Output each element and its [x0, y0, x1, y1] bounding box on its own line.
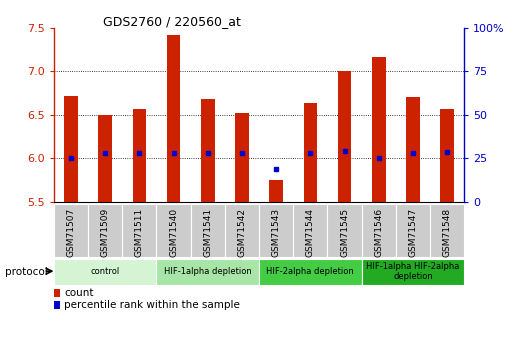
Bar	[406, 97, 420, 202]
Bar	[201, 99, 214, 202]
Bar	[156, 259, 259, 285]
Text: HIF-1alpha depletion: HIF-1alpha depletion	[164, 267, 252, 276]
Text: control: control	[90, 267, 120, 276]
Text: GSM71544: GSM71544	[306, 208, 315, 257]
Bar	[362, 204, 396, 257]
Bar	[98, 115, 112, 202]
Text: GSM71542: GSM71542	[238, 208, 246, 257]
Bar	[430, 204, 464, 257]
Text: GSM71541: GSM71541	[203, 208, 212, 257]
Bar	[54, 259, 156, 285]
Text: GSM71548: GSM71548	[443, 208, 451, 257]
Bar	[396, 204, 430, 257]
Text: count: count	[64, 288, 94, 298]
Text: GSM71540: GSM71540	[169, 208, 178, 257]
Bar	[88, 204, 122, 257]
Bar	[269, 180, 283, 202]
Bar	[304, 102, 317, 202]
Bar	[132, 109, 146, 202]
Text: GSM71507: GSM71507	[67, 208, 75, 257]
Bar	[225, 204, 259, 257]
Bar	[259, 204, 293, 257]
Bar	[191, 204, 225, 257]
Bar	[156, 204, 191, 257]
Text: HIF-1alpha HIF-2alpha
depletion: HIF-1alpha HIF-2alpha depletion	[366, 262, 460, 282]
Bar	[64, 96, 78, 202]
Bar	[54, 204, 88, 257]
Text: protocol: protocol	[5, 267, 48, 276]
Text: GSM71511: GSM71511	[135, 208, 144, 257]
Bar	[338, 71, 351, 202]
Bar	[362, 259, 464, 285]
Text: GSM71545: GSM71545	[340, 208, 349, 257]
Bar	[167, 36, 181, 202]
Text: GSM71547: GSM71547	[408, 208, 418, 257]
Text: percentile rank within the sample: percentile rank within the sample	[64, 300, 240, 310]
Text: HIF-2alpha depletion: HIF-2alpha depletion	[266, 267, 354, 276]
Text: GSM71543: GSM71543	[272, 208, 281, 257]
Text: GSM71546: GSM71546	[374, 208, 383, 257]
Bar	[122, 204, 156, 257]
Text: GDS2760 / 220560_at: GDS2760 / 220560_at	[103, 16, 241, 29]
Bar	[372, 57, 386, 202]
Bar	[440, 109, 454, 202]
Bar	[259, 259, 362, 285]
Bar	[293, 204, 327, 257]
Bar	[327, 204, 362, 257]
Text: GSM71509: GSM71509	[101, 208, 110, 257]
Bar	[235, 113, 249, 202]
